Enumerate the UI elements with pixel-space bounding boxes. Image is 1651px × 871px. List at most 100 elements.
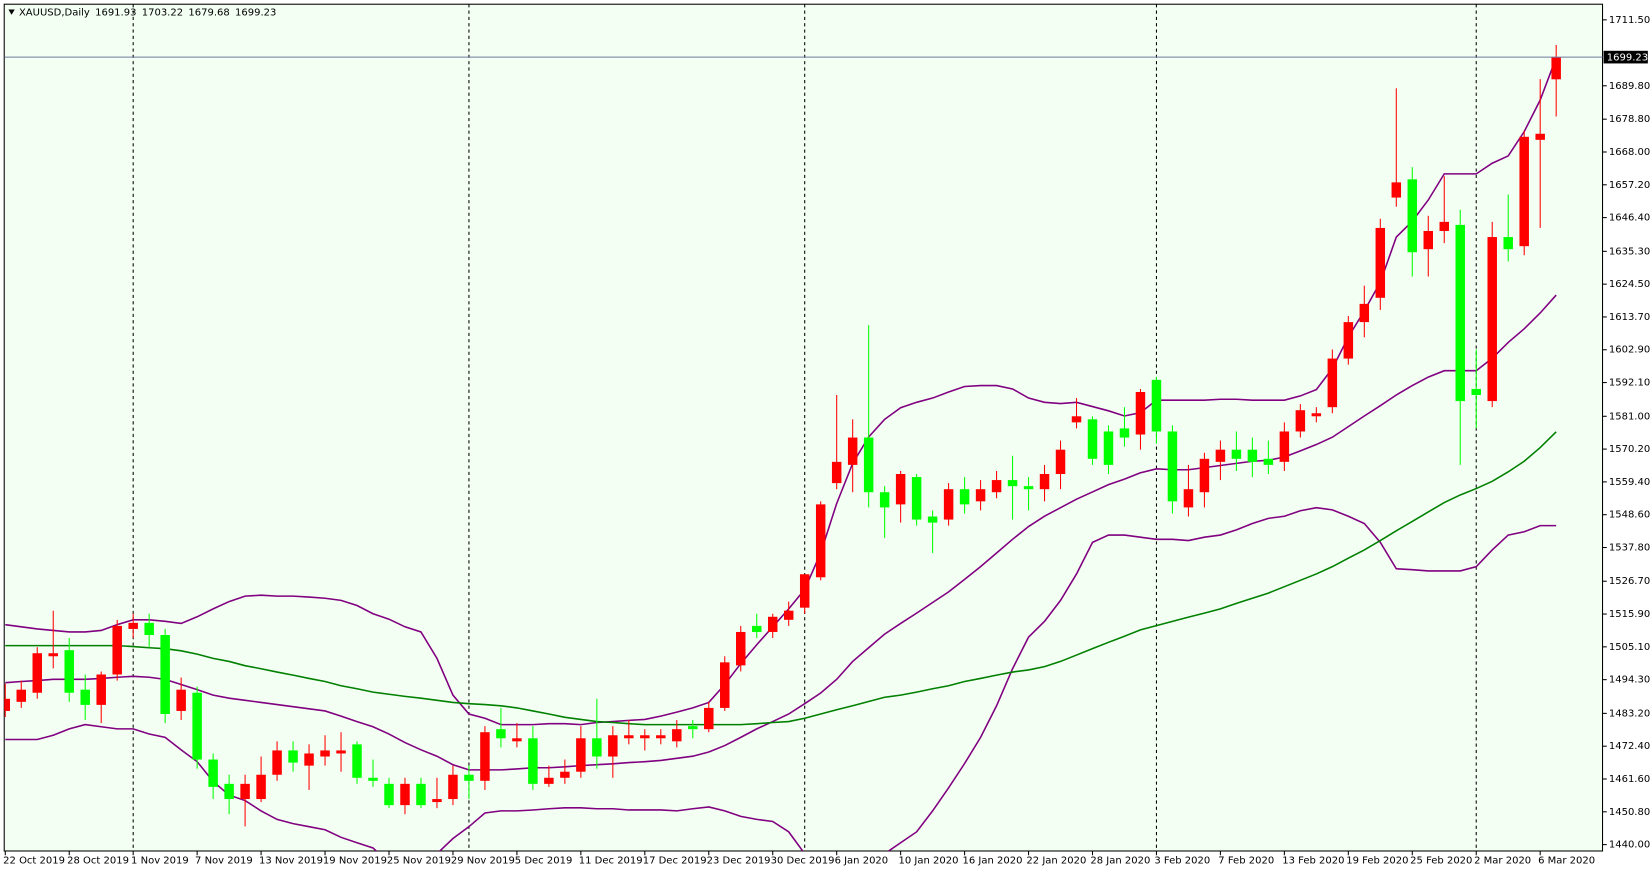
candle-body (1151, 379, 1162, 432)
y-tick-label: 1526.70 (1609, 576, 1650, 587)
y-tick-label: 1657.20 (1609, 180, 1650, 191)
candle-body (847, 437, 858, 465)
y-tick-label: 1570.20 (1609, 444, 1650, 455)
candle-body (943, 489, 954, 520)
x-tick-label: 13 Nov 2019 (259, 855, 323, 866)
candle-body (783, 610, 794, 620)
candle-body (528, 738, 538, 784)
candle-body (432, 799, 442, 803)
candle-body (1359, 303, 1370, 323)
header-high: 1703.22 (142, 8, 183, 19)
candle-body (1295, 410, 1306, 432)
candle-body (112, 625, 122, 675)
candle-body (879, 492, 890, 508)
candle-body (1439, 221, 1449, 231)
candle-body (160, 635, 170, 714)
current-price-label: 1699.23 (1607, 53, 1648, 64)
y-tick-label: 1537.80 (1609, 543, 1650, 554)
candle-body (512, 738, 522, 742)
candle-body (1327, 358, 1338, 408)
candle-body (336, 750, 346, 754)
chart-header: XAUUSD,Daily 1691.93 1703.22 1679.68 1699.23 (19, 8, 276, 19)
y-tick-label: 1624.50 (1609, 279, 1650, 290)
candle-body (1343, 322, 1354, 359)
candle-body (1375, 227, 1386, 298)
candle-body (544, 777, 554, 784)
candle-body (959, 489, 970, 505)
candle-body (1087, 419, 1098, 459)
candle-body (1039, 473, 1050, 490)
x-tick-label: 11 Dec 2019 (579, 855, 643, 866)
candle-body (1119, 428, 1130, 438)
x-tick-label: 1 Nov 2019 (131, 855, 189, 866)
candle-body (911, 477, 922, 520)
candle-body (128, 622, 138, 629)
y-tick-label: 1559.40 (1609, 477, 1650, 488)
candle-body (576, 738, 586, 772)
y-tick-label: 1505.10 (1609, 642, 1650, 653)
candle-body (1231, 449, 1242, 459)
indicator-line (5, 294, 1557, 771)
candle-body (640, 735, 650, 739)
x-tick-label: 25 Nov 2019 (387, 855, 451, 866)
candle-body (704, 707, 714, 730)
candle-body (1247, 449, 1258, 462)
candle-body (767, 616, 778, 632)
candle-body (464, 774, 474, 781)
candle-body (352, 744, 362, 778)
candle-body (1455, 224, 1465, 402)
candle-body (320, 750, 330, 757)
x-tick-label: 29 Nov 2019 (451, 855, 515, 866)
candle-body (991, 480, 1002, 493)
x-tick-label: 10 Jan 2020 (899, 855, 959, 866)
candle-body (1263, 458, 1274, 465)
candle-body (1519, 136, 1529, 247)
y-tick-label: 1461.60 (1609, 774, 1650, 785)
current-price-box (1603, 50, 1648, 64)
candle-body (1471, 388, 1481, 396)
y-tick-label: 1472.40 (1609, 741, 1650, 752)
y-tick-label: 1494.30 (1609, 675, 1650, 686)
candle-body (688, 726, 698, 730)
x-tick-label: 19 Feb 2020 (1346, 855, 1408, 866)
x-tick-label: 13 Feb 2020 (1282, 855, 1344, 866)
x-tick-label: 7 Nov 2019 (195, 855, 253, 866)
y-tick-label: 1440.00 (1609, 840, 1650, 851)
candle-body (560, 771, 570, 778)
candle-body (1007, 480, 1018, 487)
candle-body (1279, 431, 1290, 462)
candle-body (1055, 449, 1066, 474)
y-tick-label: 1548.60 (1609, 510, 1650, 521)
candle-body (1487, 237, 1497, 402)
candle-body (831, 461, 842, 484)
candle-body (16, 689, 26, 702)
candle-body (1423, 230, 1434, 250)
x-tick-label: 5 Dec 2019 (515, 855, 573, 866)
candle-body (32, 653, 42, 693)
header-low: 1679.68 (188, 8, 229, 19)
candle-body (256, 774, 266, 800)
y-tick-label: 1635.30 (1609, 246, 1650, 257)
y-tick-label: 1483.20 (1609, 708, 1650, 719)
candle-body (975, 489, 986, 502)
candle-body (1199, 458, 1210, 493)
y-tick-label: 1581.00 (1609, 411, 1650, 422)
candle-body (96, 674, 106, 705)
candle-body (863, 437, 874, 493)
candle-body (1167, 431, 1178, 502)
candle-body (400, 783, 410, 806)
x-tick-label: 7 Feb 2020 (1218, 855, 1274, 866)
menu-arrow[interactable] (8, 9, 15, 15)
candle-body (624, 735, 634, 739)
candle-body (144, 622, 154, 636)
header-open: 1691.93 (95, 8, 136, 19)
candle-body (751, 625, 762, 632)
candle-body (1551, 57, 1561, 80)
plot-area (3, 3, 1604, 852)
candle-body (1023, 486, 1034, 490)
y-tick-label: 1678.80 (1609, 114, 1650, 125)
candle-body (80, 689, 90, 705)
y-tick-label: 1689.80 (1609, 81, 1650, 92)
symbol: XAUUSD,Daily (19, 8, 90, 19)
